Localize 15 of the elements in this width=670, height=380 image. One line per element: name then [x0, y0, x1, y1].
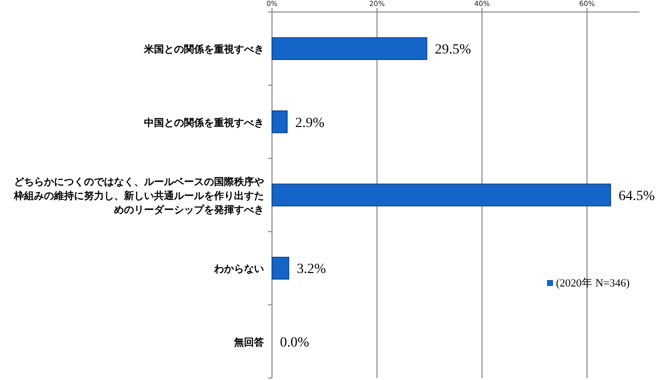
text: 0.0%	[280, 335, 310, 350]
y-tick-label: どちらかにつくのではなく、ルールベースの国際秩序や枠組みの維持に努力し、新しい共通ルールを作り出すためのリーダーシップを発揮すべき	[13, 176, 264, 216]
y-tick-label: わからない	[213, 264, 264, 276]
text: 2.9%	[295, 116, 324, 131]
text: 3.2%	[296, 262, 326, 278]
y-tick-label: 米国との関係を重視すべき	[143, 44, 264, 56]
bar	[272, 37, 428, 60]
bar	[272, 184, 612, 206]
y-tick-label: 無回答	[233, 336, 265, 348]
text: 29.5%	[434, 42, 472, 58]
legend-label: (2020年 N=346)	[556, 278, 630, 290]
bar	[272, 256, 290, 280]
text: 64.5%	[618, 189, 655, 204]
bar	[272, 110, 288, 134]
y-tick-label: 中国との関係を重視すべき	[144, 116, 264, 129]
